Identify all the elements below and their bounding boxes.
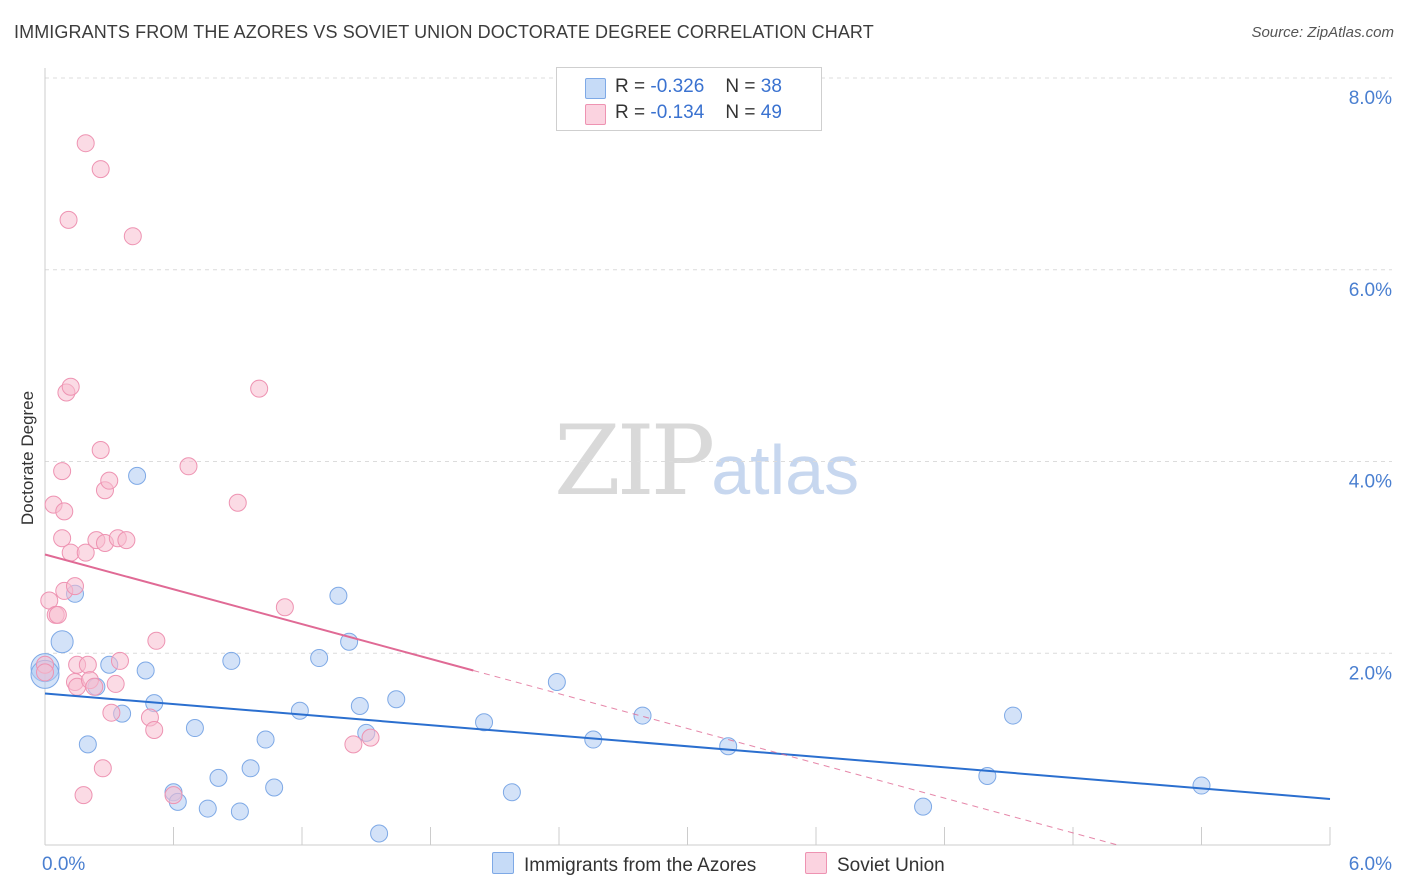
trend-line-azores — [44, 692, 1331, 800]
azores-point — [387, 690, 406, 709]
soviet-point — [93, 759, 112, 778]
azores-point — [329, 586, 348, 605]
legend-swatch-soviet — [805, 852, 827, 874]
watermark: ZIPatlas — [554, 405, 859, 517]
legend-label-soviet: Soviet Union — [837, 855, 945, 876]
trend-line-soviet-extension — [473, 670, 1118, 846]
y-tick-label: 8.0% — [1349, 88, 1392, 109]
tick-labels: 2.0% 4.0% 6.0% 8.0% 0.0% 6.0% — [42, 88, 1392, 875]
r-value: -0.326 — [650, 76, 705, 97]
y-tick-label: 4.0% — [1349, 472, 1392, 493]
soviet-point — [53, 462, 72, 481]
soviet-point — [102, 703, 121, 722]
azores-point — [290, 701, 309, 720]
azores-point — [185, 719, 204, 738]
azores-point — [914, 797, 933, 816]
soviet-point — [106, 674, 125, 693]
azores-point — [310, 649, 329, 668]
watermark-atlas: atlas — [711, 431, 860, 509]
legend-swatch-azores — [492, 852, 514, 874]
soviet-point — [65, 577, 84, 596]
correlation-legend: R = -0.326 N = 38 R = -0.134 N = 49 — [556, 67, 822, 131]
r-label: R = — [615, 76, 646, 97]
n-value: 49 — [760, 102, 782, 123]
soviet-point — [78, 655, 97, 674]
azores-point — [547, 673, 566, 692]
soviet-point — [179, 457, 198, 476]
n-label: N = — [725, 102, 756, 123]
legend-swatch-azores — [585, 78, 606, 99]
chart-title: IMMIGRANTS FROM THE AZORES VS SOVIET UNI… — [14, 22, 874, 42]
soviet-point — [53, 529, 72, 548]
azores-point — [50, 630, 74, 654]
azores-point — [1192, 776, 1211, 795]
r-label: R = — [615, 102, 646, 123]
soviet-point — [228, 493, 247, 512]
azores-point — [502, 783, 521, 802]
soviet-point — [250, 379, 269, 398]
azores-point — [475, 713, 494, 732]
soviet-point — [76, 543, 95, 562]
soviet-point — [100, 471, 119, 490]
soviet-point — [275, 598, 294, 617]
source-label: Source: ZipAtlas.com — [1251, 24, 1394, 41]
soviet-point — [164, 786, 183, 805]
soviet-point — [147, 631, 166, 650]
soviet-point — [123, 227, 142, 246]
azores-point — [222, 651, 241, 670]
soviet-point — [91, 160, 110, 179]
soviet-point — [91, 440, 110, 459]
azores-point — [350, 696, 369, 715]
soviet-point — [48, 605, 67, 624]
n-label: N = — [725, 76, 756, 97]
azores-point — [265, 778, 284, 797]
trend-line-soviet — [44, 553, 474, 672]
azores-point — [633, 706, 652, 725]
legend-item-soviet[interactable]: Soviet Union — [805, 852, 945, 877]
x-tick-label: 0.0% — [42, 854, 85, 875]
azores-point — [241, 759, 260, 778]
soviet-point — [361, 728, 380, 747]
azores-point — [198, 799, 217, 818]
azores-point — [370, 824, 389, 843]
soviet-point — [117, 531, 136, 550]
azores-point — [719, 737, 738, 756]
azores-point — [209, 768, 228, 787]
trend-lines — [44, 553, 1331, 846]
y-tick-label: 2.0% — [1349, 663, 1392, 684]
soviet-point — [61, 377, 80, 396]
x-tick-label: 6.0% — [1349, 854, 1392, 875]
soviet-point — [59, 210, 78, 229]
soviet-point — [55, 502, 74, 521]
azores-point — [230, 802, 249, 821]
gridlines — [45, 77, 1392, 654]
legend-item-azores[interactable]: Immigrants from the Azores — [492, 852, 756, 877]
soviet-point — [76, 134, 95, 153]
azores-point — [136, 661, 155, 680]
soviet-point — [145, 720, 164, 739]
y-tick-label: 6.0% — [1349, 280, 1392, 301]
soviet-point — [344, 735, 363, 754]
soviet-point — [85, 677, 104, 696]
soviet-point — [110, 651, 129, 670]
soviet-point — [61, 543, 80, 562]
legend-label-azores: Immigrants from the Azores — [524, 855, 757, 876]
data-points — [30, 134, 1211, 843]
r-value: -0.134 — [650, 102, 705, 123]
legend-swatch-soviet — [585, 104, 606, 125]
azores-point — [78, 735, 97, 754]
n-value: 38 — [760, 76, 782, 97]
azores-point — [1004, 706, 1023, 725]
azores-point — [128, 466, 147, 485]
azores-point — [256, 730, 275, 749]
soviet-point — [74, 786, 93, 805]
soviet-point — [36, 663, 54, 682]
